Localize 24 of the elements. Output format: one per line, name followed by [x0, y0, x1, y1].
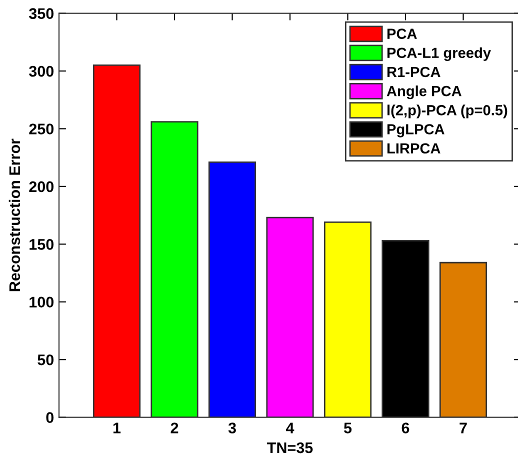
legend-label: PCA	[387, 28, 417, 39]
legend-label: PgLPCA	[387, 124, 444, 138]
y-tick-label: 300	[29, 66, 54, 77]
x-tick-label: 7	[460, 422, 467, 434]
x-tick-label: 1	[113, 422, 121, 434]
x-tick-label: 5	[344, 422, 352, 434]
y-tick-label: 350	[29, 8, 54, 20]
legend-label: l(2,p)-PCA (p=0.5)	[388, 104, 508, 118]
y-tick-label: 50	[38, 354, 54, 366]
legend-label: LIRPCA	[387, 143, 440, 154]
y-tick-label: 100	[30, 296, 54, 308]
y-tick-label: 0	[46, 412, 54, 423]
y-tick-label: 150	[30, 239, 54, 250]
y-tick-label: 200	[29, 181, 54, 192]
legend-label: R1-PCA	[387, 66, 440, 78]
y-tick-label: 250	[29, 124, 54, 134]
x-tick-label: 4	[286, 422, 294, 434]
legend-label: Angle PCA	[386, 86, 462, 100]
x-tick-label: 2	[170, 422, 178, 434]
x-tick-label: 6	[402, 422, 410, 434]
x-axis-title: TN=35	[267, 442, 313, 454]
x-tick-label: 3	[228, 422, 236, 434]
y-axis-title: Reconstruction Error	[8, 138, 20, 292]
legend-label: PCA-L1 greedy	[387, 47, 491, 61]
